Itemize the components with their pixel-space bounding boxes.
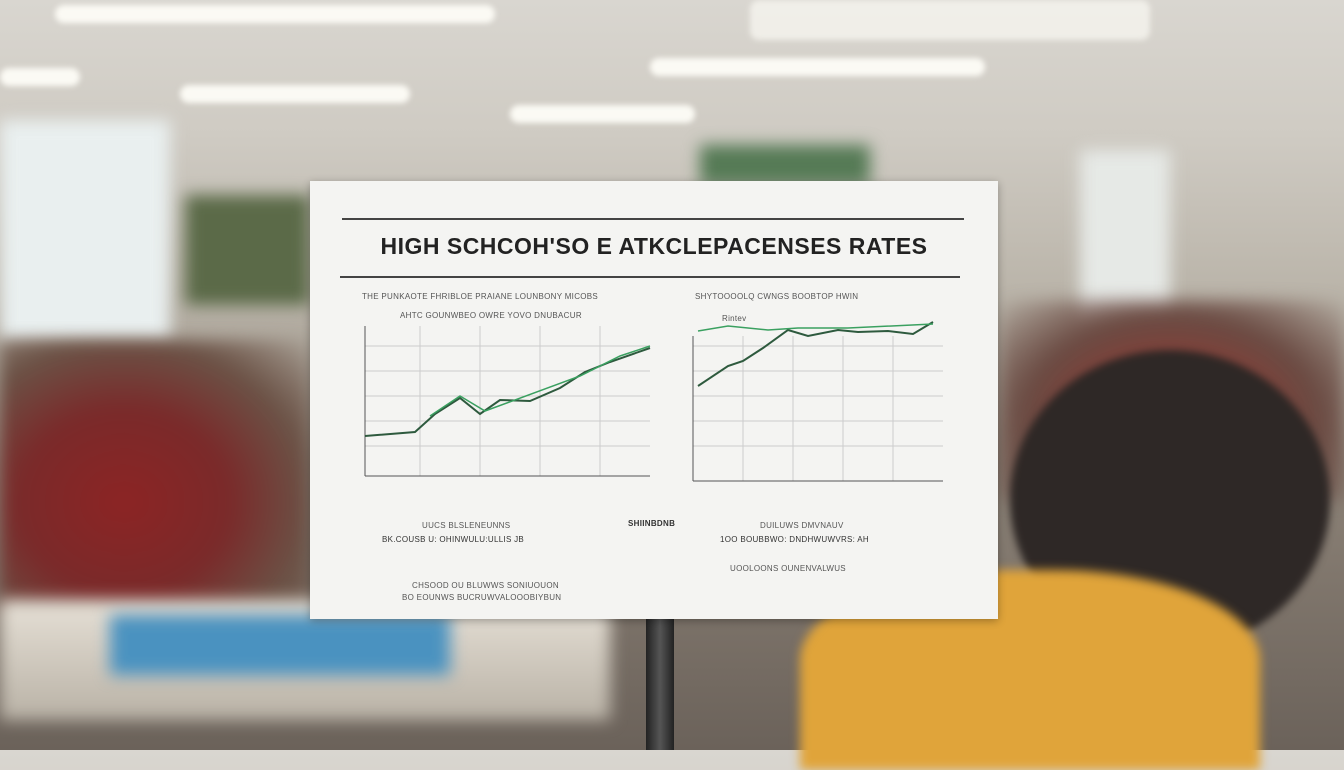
right-chart-caption: SHYTOOOOLQ CWNGS BOOBTOP HWIN xyxy=(695,292,859,301)
right-chart-legend: Rintev xyxy=(722,314,747,323)
footer-text-left: BO EOUNWS BUCRUWVALOOOBIYBUN xyxy=(402,593,562,602)
poster: HIGH SCHCOH'SO E ATKCLEPACENSES RATES TH… xyxy=(310,181,998,619)
divider xyxy=(340,276,960,278)
grid xyxy=(693,336,943,481)
footer-text-right: 1OO BOUBBWO: DNDHWUWVRS: AH xyxy=(720,535,869,544)
book xyxy=(110,615,450,675)
window-right xyxy=(1080,150,1170,320)
window xyxy=(0,120,170,340)
left-chart-subcaption: AHTC GOUNWBEO OWRE YOVO DNUBACUR xyxy=(400,311,582,320)
ceiling-light xyxy=(180,85,410,103)
ceiling-light xyxy=(55,5,495,23)
series-line-accent xyxy=(429,345,651,417)
left-line-chart xyxy=(364,326,651,477)
grid xyxy=(365,326,650,476)
footer-text-right: UOOLOONS OUNENVALWUS xyxy=(730,564,846,573)
poster-title: HIGH SCHCOH'SO E ATKCLEPACENSES RATES xyxy=(380,233,928,259)
footer-text-left: BK.COUSB U: OHINWULU:ULLIS JB xyxy=(382,535,525,544)
ceiling-light xyxy=(0,68,80,86)
right-line-chart xyxy=(692,321,943,482)
footer-heading-right: DUILUWS DMVNAUV xyxy=(760,521,844,530)
bulletin-board xyxy=(185,195,310,305)
ceiling-light xyxy=(510,105,695,123)
students-left xyxy=(0,340,310,610)
series-line xyxy=(364,347,651,437)
series-line-accent xyxy=(697,323,934,332)
divider xyxy=(342,218,964,220)
ceiling-light xyxy=(650,58,985,76)
green-board xyxy=(700,145,870,185)
poster-stand xyxy=(646,619,674,750)
series-line xyxy=(697,321,934,387)
ceiling-light xyxy=(750,0,1150,40)
footer-heading-left: UUCS BLSLENEUNNS xyxy=(422,521,511,530)
left-chart-caption: THE PUNKAOTE FHRIBLOE PRAIANE LOUNBONY M… xyxy=(362,292,599,301)
footer-text-left: CHSOOD OU BLUWWS SONIUOUON xyxy=(412,581,559,590)
footer-heading-middle: SHIINBDNB xyxy=(628,519,676,528)
